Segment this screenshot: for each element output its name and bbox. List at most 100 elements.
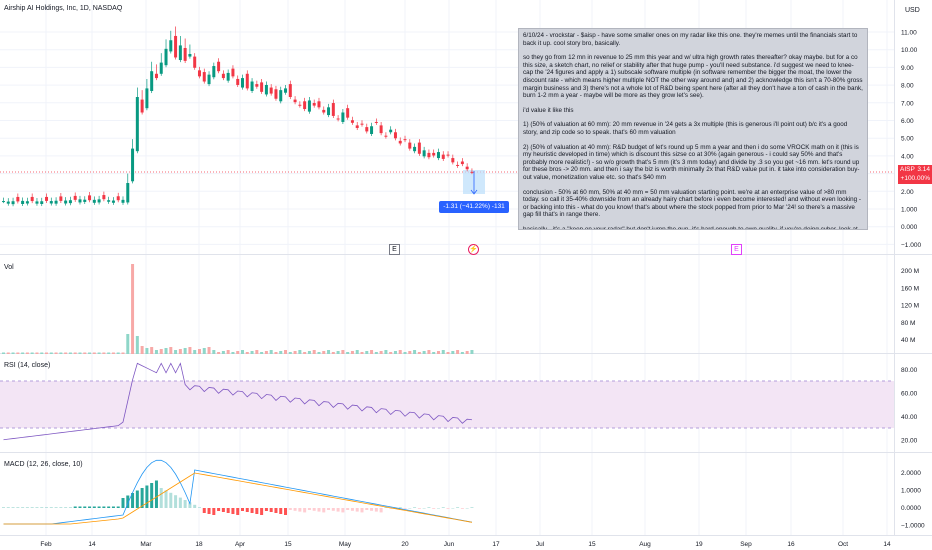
macd-histogram-bar bbox=[365, 508, 369, 510]
volume-bar bbox=[21, 352, 25, 354]
macd-histogram-bar bbox=[92, 506, 96, 508]
candle-body bbox=[432, 152, 436, 156]
candle-body bbox=[59, 196, 63, 201]
macd-histogram-bar bbox=[408, 508, 412, 509]
price-tick-label: 9.00 bbox=[901, 65, 914, 72]
candle-body bbox=[73, 195, 77, 200]
macd-axis-ticks: 2.0000 1.0000 0.0000 −1.0000 bbox=[901, 470, 925, 530]
time-tick-label: 19 bbox=[695, 541, 703, 548]
news-flash-icon[interactable]: ⚡ bbox=[468, 244, 479, 255]
volume-bar bbox=[260, 352, 264, 354]
macd-signal-line bbox=[3, 472, 473, 525]
note-paragraph: 6/10/24 - vrockstar - $aisp - have some … bbox=[523, 32, 858, 47]
price-tick-label: 11.00 bbox=[901, 30, 917, 37]
macd-histogram-bar bbox=[178, 497, 182, 508]
volume-bar bbox=[145, 348, 149, 354]
volume-bar bbox=[78, 352, 82, 354]
macd-histogram-bar bbox=[231, 508, 235, 514]
volume-bar bbox=[116, 352, 120, 354]
macd-histogram-bar bbox=[188, 502, 192, 508]
volume-bar bbox=[135, 336, 139, 354]
note-paragraph: 1) (50% of valuation at 60 mm): 20 mm re… bbox=[523, 121, 848, 136]
macd-histogram-bar bbox=[446, 508, 450, 509]
price-axis-ticks: 11.0010.009.008.007.006.005.004.003.002.… bbox=[901, 30, 921, 249]
candle-body bbox=[150, 71, 154, 91]
price-tick-label: 1.000 bbox=[901, 207, 918, 214]
macd-histogram-bar bbox=[298, 508, 302, 512]
candle-body bbox=[54, 200, 58, 204]
currency-label[interactable]: USD bbox=[905, 7, 920, 14]
macd-histogram-bar bbox=[164, 490, 168, 508]
candle-body bbox=[6, 201, 10, 204]
candle-body bbox=[293, 99, 297, 103]
volume-bar bbox=[49, 352, 53, 354]
volume-bar bbox=[35, 352, 39, 354]
volume-bar bbox=[274, 352, 278, 354]
macd-histogram-bar bbox=[135, 490, 139, 508]
text-note-annotation[interactable]: 6/10/24 - vrockstar - $aisp - have some … bbox=[518, 28, 868, 230]
price-tag-ticker: AISP 3.14 bbox=[900, 165, 932, 174]
candle-body bbox=[159, 62, 163, 74]
candle-body bbox=[231, 68, 235, 77]
volume-bar bbox=[178, 349, 182, 354]
candle-body bbox=[183, 47, 187, 61]
candle-body bbox=[370, 126, 374, 134]
rsi-pane-label[interactable]: RSI (14, close) bbox=[4, 362, 50, 369]
macd-histogram-bar bbox=[78, 506, 82, 508]
macd-histogram-bar bbox=[279, 508, 283, 514]
macd-histogram-bar bbox=[145, 485, 149, 508]
macd-histogram-bar bbox=[236, 508, 240, 515]
macd-histogram-bar bbox=[288, 508, 292, 510]
candle-body bbox=[169, 40, 173, 52]
macd-histogram bbox=[2, 480, 474, 515]
volume-bar bbox=[83, 352, 87, 354]
candle-body bbox=[202, 72, 206, 82]
macd-pane-label[interactable]: MACD (12, 26, close, 10) bbox=[4, 461, 83, 468]
macd-tick-label: 1.0000 bbox=[901, 488, 921, 495]
time-tick-label: May bbox=[339, 541, 352, 548]
volume-bar bbox=[212, 350, 216, 354]
candle-body bbox=[441, 154, 445, 159]
candle-body bbox=[21, 200, 25, 204]
volume-bar bbox=[188, 347, 192, 354]
symbol-title[interactable]: Airship AI Holdings, Inc, 1D, NASDAQ bbox=[4, 5, 123, 12]
candle-body bbox=[350, 120, 354, 123]
macd-histogram-bar bbox=[97, 506, 101, 508]
earnings-badge[interactable]: E bbox=[389, 244, 400, 255]
last-price-tag[interactable]: AISP 3.14 +100.00% bbox=[898, 165, 932, 184]
macd-histogram-bar bbox=[159, 488, 163, 508]
volume-bar bbox=[6, 352, 10, 354]
macd-histogram-bar bbox=[322, 508, 326, 513]
volume-tick-label: 200 M bbox=[901, 268, 919, 275]
macd-histogram-bar bbox=[107, 506, 111, 508]
candle-body bbox=[135, 97, 139, 152]
price-tag-symbol: AISP bbox=[900, 166, 915, 173]
rsi-tick-label: 20.00 bbox=[901, 438, 918, 445]
macd-histogram-bar bbox=[346, 508, 350, 510]
volume-bar bbox=[111, 352, 115, 354]
macd-histogram-bar bbox=[465, 508, 469, 509]
measure-label[interactable]: -1.31 (−41.22%) -131 bbox=[439, 201, 509, 213]
macd-histogram-bar bbox=[417, 508, 421, 509]
volume-bar bbox=[11, 352, 15, 354]
volume-pane-label[interactable]: Vol bbox=[4, 264, 14, 271]
candle-body bbox=[49, 201, 53, 204]
candle-body bbox=[307, 100, 311, 112]
time-tick-label: Feb bbox=[40, 541, 52, 548]
time-tick-label: Jul bbox=[536, 541, 545, 548]
macd-histogram-bar bbox=[197, 507, 201, 508]
upcoming-earnings-badge[interactable]: E bbox=[731, 244, 742, 255]
volume-bar bbox=[365, 351, 369, 354]
time-tick-label: 17 bbox=[492, 541, 500, 548]
volume-bar bbox=[221, 351, 225, 354]
candle-body bbox=[298, 104, 302, 106]
volume-bar bbox=[432, 352, 436, 354]
macd-histogram-bar bbox=[207, 508, 211, 514]
candle-body bbox=[145, 88, 149, 109]
macd-histogram-bar bbox=[83, 506, 87, 508]
macd-histogram-bar bbox=[393, 508, 397, 509]
price-tick-label: 4.00 bbox=[901, 153, 914, 160]
candle-body bbox=[393, 132, 397, 139]
volume-bar bbox=[350, 351, 354, 354]
volume-bar bbox=[217, 352, 221, 354]
